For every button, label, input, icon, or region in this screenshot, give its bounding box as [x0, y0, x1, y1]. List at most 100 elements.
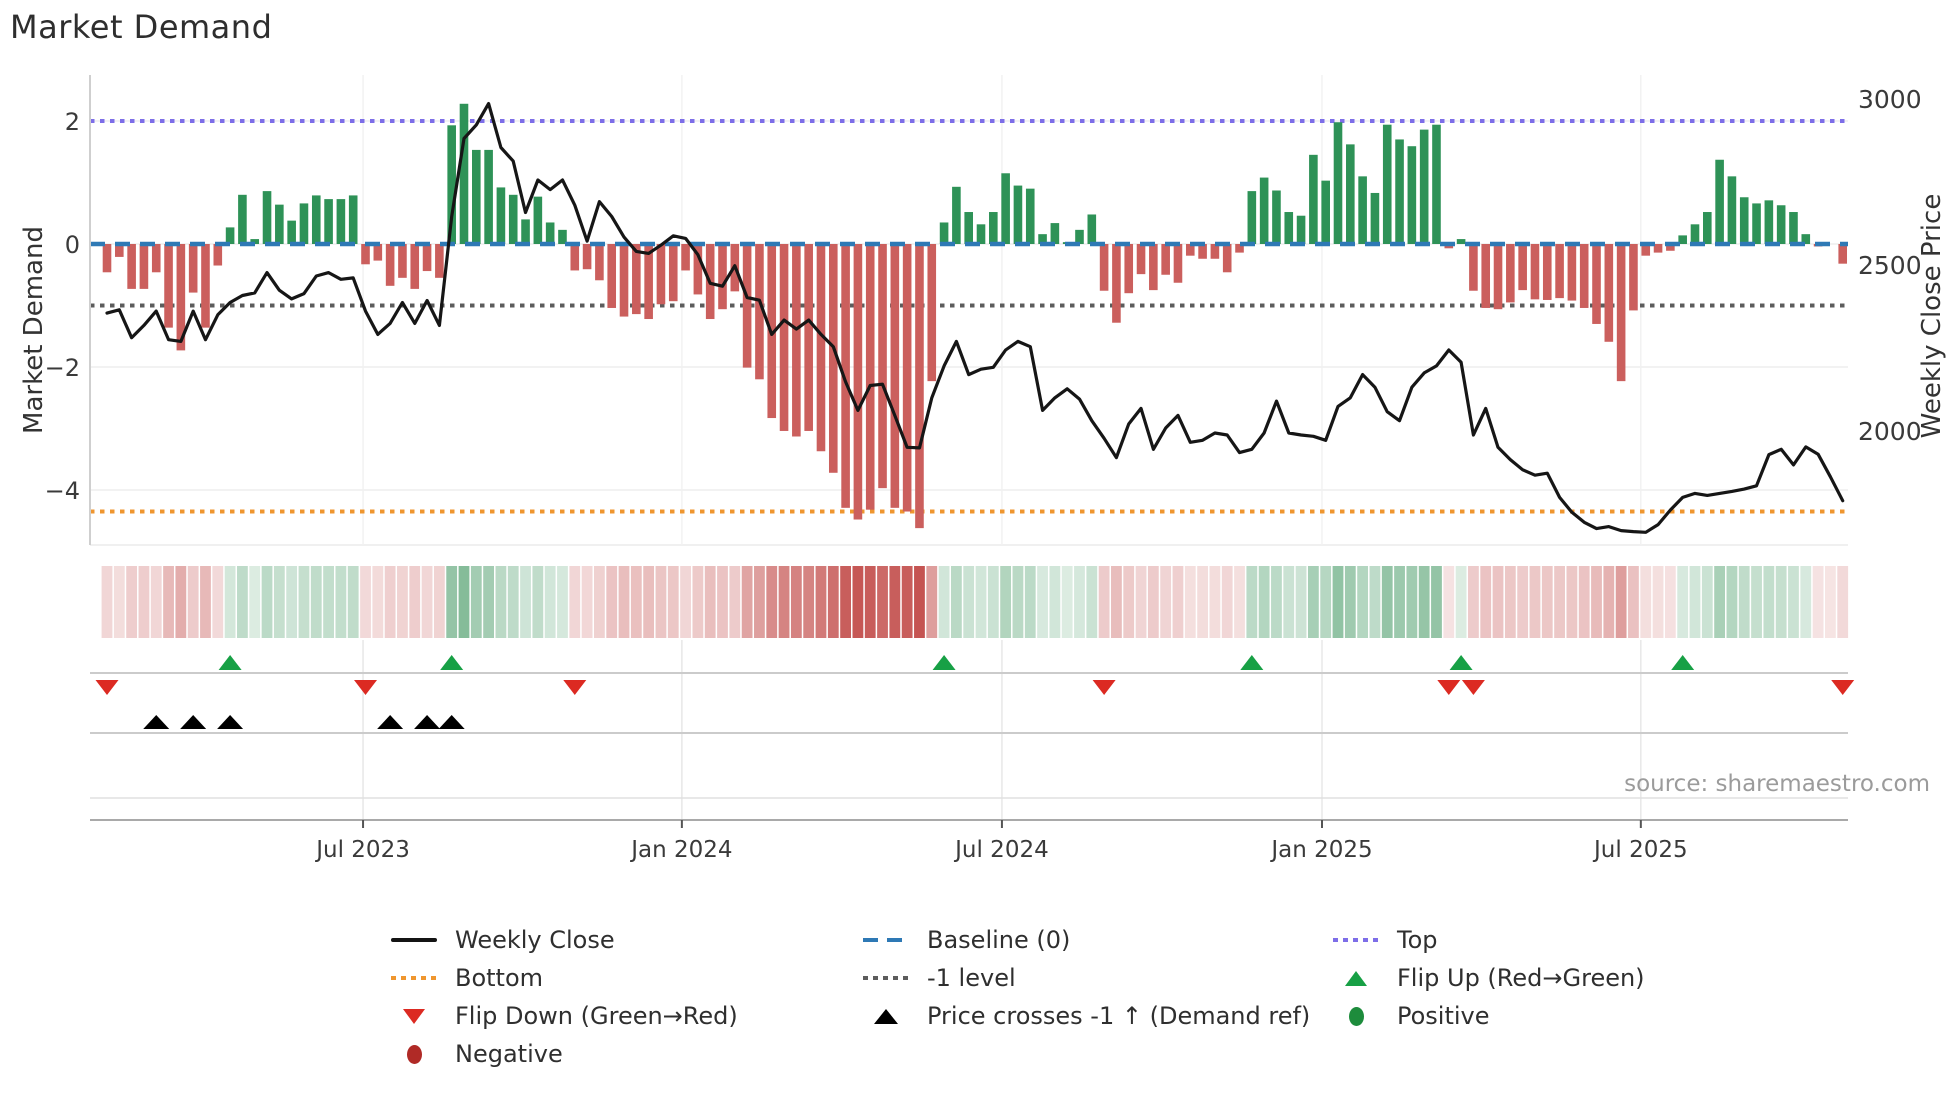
heatmap-cell	[126, 566, 138, 638]
heatmap-cell	[938, 566, 950, 638]
demand-bar	[1296, 215, 1306, 244]
flip-down-marker	[1831, 680, 1855, 695]
demand-bar	[1838, 244, 1848, 264]
demand-bar	[1567, 244, 1577, 301]
demand-heatmap-strip	[101, 566, 1849, 638]
demand-bar	[668, 244, 678, 302]
demand-bar	[939, 222, 949, 244]
heatmap-cell	[458, 566, 470, 638]
heatmap-cell	[1307, 566, 1319, 638]
heatmap-cell	[1701, 566, 1713, 638]
heatmap-cell	[200, 566, 211, 638]
heatmap-cell	[163, 566, 174, 638]
demand-bar	[1801, 234, 1811, 244]
heatmap-cell	[1160, 566, 1172, 638]
flip-down-marker	[1461, 680, 1485, 695]
demand-bar	[447, 125, 456, 244]
demand-bar	[1789, 212, 1798, 244]
demand-bar	[348, 195, 358, 244]
heatmap-cell	[901, 566, 913, 638]
demand-bar	[1641, 244, 1651, 256]
demand-bar	[1506, 244, 1515, 303]
legend-label: Flip Up (Red→Green)	[1397, 964, 1645, 992]
legend: Weekly Close Bottom Flip Down (Green→Red…	[390, 921, 1812, 1073]
legend-label: -1 level	[927, 964, 1016, 992]
legend-item-top: Top	[1332, 921, 1812, 959]
legend-item-positive: Positive	[1332, 997, 1812, 1035]
demand-bar	[681, 244, 690, 271]
demand-bar	[644, 244, 653, 320]
legend-label: Negative	[455, 1040, 563, 1068]
heatmap-cell	[495, 566, 507, 638]
heatmap-cell	[1320, 566, 1332, 638]
heatmap-cell	[1258, 566, 1270, 638]
flip-up-marker	[1449, 655, 1473, 670]
demand-bar	[890, 244, 900, 508]
demand-bar	[1653, 244, 1663, 253]
heatmap-cell	[1443, 566, 1455, 638]
demand-bar	[1432, 124, 1441, 244]
heatmap-cell	[212, 566, 224, 638]
demand-bar	[1333, 122, 1343, 244]
heatmap-cell	[1221, 566, 1233, 638]
demand-bar	[1604, 244, 1614, 342]
demand-bar	[201, 244, 210, 328]
heatmap-cell	[1197, 566, 1208, 638]
demand-bar	[865, 244, 875, 510]
heatmap-cell	[704, 566, 716, 638]
demand-bar	[1309, 154, 1318, 244]
heatmap-cell	[1172, 566, 1184, 638]
demand-bar	[385, 244, 395, 286]
flip-down-marker	[563, 680, 587, 695]
y-axis-label: Market Demand	[19, 226, 49, 434]
demand-bar	[853, 244, 863, 520]
ytick-label: 0	[65, 231, 80, 259]
legend-column-2: Baseline (0) -1 level Price crosses -1 ↑…	[862, 921, 1332, 1073]
xtick-label: Jul 2024	[953, 837, 1049, 863]
heatmap-cell	[569, 566, 581, 638]
heatmap-cell	[1492, 566, 1504, 638]
demand-bar	[398, 244, 407, 278]
market-demand-chart: 2 0 −2 −4 3000 2500 2000 Jul 2023 Jan 2024 Jul 20…	[19, 75, 1947, 863]
demand-bar	[582, 244, 592, 270]
heatmap-cell	[237, 566, 248, 638]
demand-bar	[693, 244, 703, 295]
demand-bar	[632, 244, 641, 315]
demand-bar	[1025, 188, 1035, 244]
demand-bar	[250, 239, 260, 244]
demand-bar	[595, 244, 604, 281]
heatmap-cell	[1603, 566, 1615, 638]
legend-item-weekly-close: Weekly Close	[390, 921, 862, 959]
legend-item-negative: Negative	[390, 1035, 862, 1073]
demand-bar	[533, 196, 543, 244]
heatmap-cell	[680, 566, 691, 638]
demand-bar	[151, 244, 161, 273]
heatmap-cell	[1000, 566, 1012, 638]
demand-bar	[915, 244, 924, 529]
heatmap-cell	[692, 566, 704, 638]
bottom-dotted-icon	[391, 976, 437, 980]
baseline-dashed-icon	[863, 938, 909, 942]
xtick-label: Jul 2023	[314, 837, 410, 863]
demand-bar	[373, 244, 383, 261]
legend-item-flip-up: Flip Up (Red→Green)	[1332, 959, 1812, 997]
demand-bar	[127, 244, 136, 289]
demand-bar	[459, 103, 469, 244]
heatmap-cell	[261, 566, 273, 638]
demand-bar	[496, 187, 506, 244]
demand-bar	[1592, 244, 1601, 324]
top-dotted-icon	[1333, 938, 1379, 942]
heatmap-cell	[421, 566, 433, 638]
heatmap-cell	[950, 566, 962, 638]
heatmap-cell	[914, 566, 925, 638]
heatmap-cell	[643, 566, 655, 638]
heatmap-cell	[790, 566, 802, 638]
flip-up-marker	[1240, 655, 1264, 670]
demand-bar	[989, 212, 998, 244]
demand-bar	[139, 244, 149, 289]
heatmap-cell	[1418, 566, 1430, 638]
heatmap-cell	[1812, 566, 1824, 638]
demand-bar	[1161, 244, 1170, 275]
legend-column-3: Top Flip Up (Red→Green) Positive	[1332, 921, 1812, 1073]
demand-bar	[619, 244, 629, 317]
